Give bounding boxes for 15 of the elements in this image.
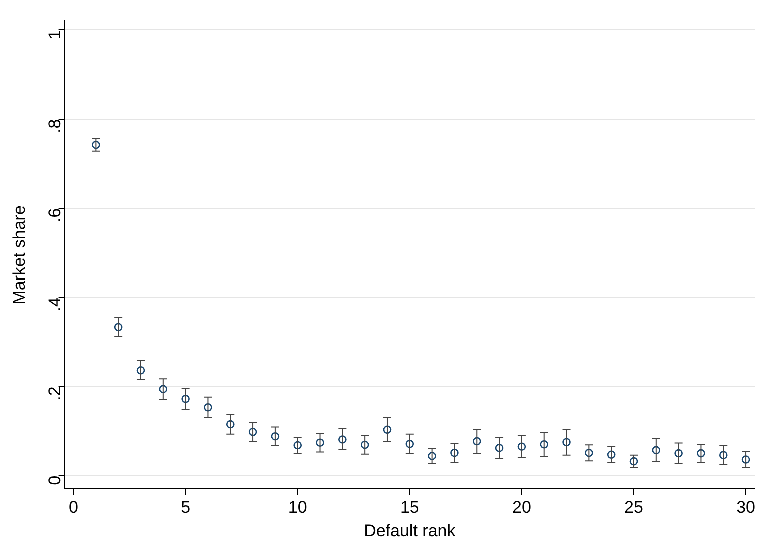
y-tick-label: .6 [45, 208, 64, 223]
x-tick-label: 30 [736, 498, 756, 518]
x-axis-title: Default rank [364, 521, 456, 540]
y-tick-label: 0 [45, 476, 64, 486]
x-tick-label: 25 [624, 498, 644, 518]
x-tick-label: 10 [288, 498, 308, 518]
x-tick-label: 15 [400, 498, 420, 518]
y-axis-title: Market share [10, 206, 29, 305]
x-tick-label: 5 [181, 498, 191, 518]
y-tick-label: .4 [45, 298, 64, 312]
y-tick-label: .8 [45, 119, 64, 134]
y-tick-label: 1 [45, 30, 64, 40]
y-tick-label: .2 [45, 386, 64, 401]
x-tick-label: 20 [512, 498, 532, 518]
x-tick-label: 0 [69, 498, 78, 518]
